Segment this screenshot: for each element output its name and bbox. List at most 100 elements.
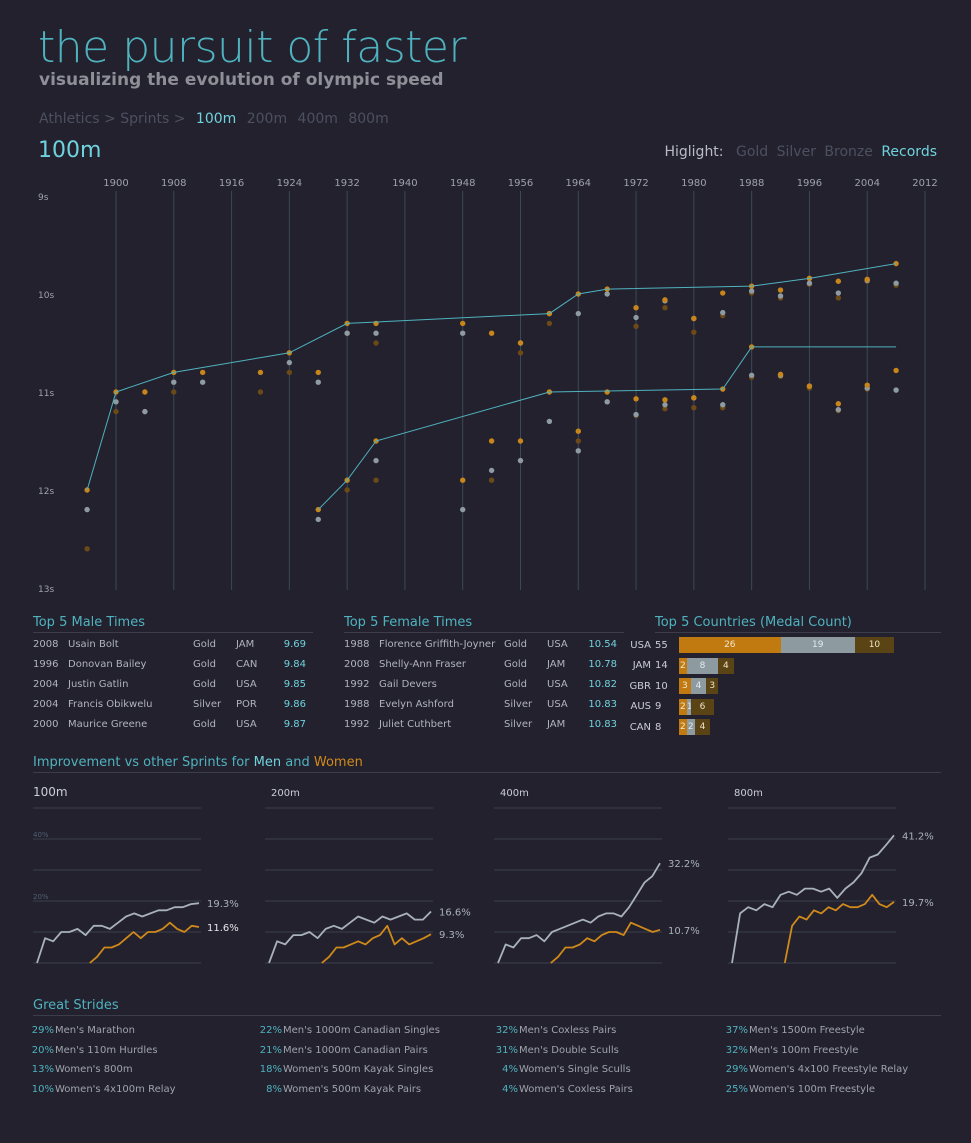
country-row: USA 55 26 19 10 xyxy=(621,637,894,653)
event-tab-800m[interactable]: 800m xyxy=(348,111,389,127)
medal-point-silver[interactable] xyxy=(633,411,639,418)
medal-point-silver[interactable] xyxy=(777,293,784,299)
medal-point-gold[interactable] xyxy=(575,428,581,434)
medal-point-bronze[interactable] xyxy=(171,389,177,395)
medal-point-gold[interactable] xyxy=(460,320,466,327)
medal-point-silver[interactable] xyxy=(633,314,639,321)
medal-point-gold[interactable] xyxy=(691,315,697,322)
medal-point-bronze[interactable] xyxy=(633,323,639,330)
medal-point-silver[interactable] xyxy=(575,448,581,454)
medal-point-bronze[interactable] xyxy=(286,369,293,376)
medal-point-silver[interactable] xyxy=(488,467,495,474)
medal-point-silver[interactable] xyxy=(460,506,466,513)
medal-point-bronze[interactable] xyxy=(662,305,668,311)
medal-point-gold[interactable] xyxy=(633,305,639,311)
medal-point-bronze[interactable] xyxy=(662,405,668,412)
stride-pct: 10% xyxy=(31,1084,54,1096)
medal-point-silver[interactable] xyxy=(893,280,899,286)
medal-point-gold[interactable] xyxy=(315,369,321,376)
men-improvement-line xyxy=(497,862,661,964)
medal-point-silver[interactable] xyxy=(344,330,350,336)
medal-point-gold[interactable] xyxy=(142,389,148,395)
medal-point-bronze[interactable] xyxy=(575,438,581,444)
highlight-bronze[interactable]: Bronze xyxy=(824,144,873,160)
medal-point-silver[interactable] xyxy=(142,408,148,415)
country-total: 8 xyxy=(655,721,662,733)
highlight-silver[interactable]: Silver xyxy=(776,144,816,160)
event-tab-200m[interactable]: 200m xyxy=(246,111,288,127)
female-time-country: USA xyxy=(547,638,568,650)
medal-point-silver[interactable] xyxy=(806,280,813,286)
medal-point-silver[interactable] xyxy=(315,516,321,523)
medal-point-bronze[interactable] xyxy=(344,487,350,493)
medal-point-gold[interactable] xyxy=(517,340,524,346)
medal-point-bronze[interactable] xyxy=(373,477,379,483)
medal-point-bronze[interactable] xyxy=(488,477,495,483)
medal-point-bronze[interactable] xyxy=(691,404,697,411)
female-time-year: 2008 xyxy=(344,658,370,670)
medal-point-gold[interactable] xyxy=(460,477,466,483)
medal-point-bronze[interactable] xyxy=(84,546,90,552)
medal-point-gold[interactable] xyxy=(691,395,697,401)
medal-point-silver[interactable] xyxy=(748,288,755,294)
medal-point-silver[interactable] xyxy=(315,379,321,385)
medal-point-silver[interactable] xyxy=(893,387,899,393)
highlight-gold[interactable]: Gold xyxy=(735,144,769,160)
medal-point-silver[interactable] xyxy=(373,330,379,336)
medal-point-gold[interactable] xyxy=(488,330,495,336)
medal-point-gold[interactable] xyxy=(864,276,870,282)
medal-point-gold[interactable] xyxy=(604,389,610,395)
medal-point-bronze[interactable] xyxy=(373,340,379,346)
medal-point-silver[interactable] xyxy=(373,457,379,464)
stride-event: Women's Single Sculls xyxy=(519,1064,631,1076)
medal-point-gold[interactable] xyxy=(864,382,870,388)
breadcrumb-path[interactable]: Athletics > Sprints > xyxy=(39,111,186,127)
medal-point-silver[interactable] xyxy=(517,457,524,464)
medal-point-gold[interactable] xyxy=(199,369,206,376)
medal-point-bronze[interactable] xyxy=(257,389,264,395)
event-tab-100m[interactable]: 100m xyxy=(195,111,237,127)
medal-point-bronze[interactable] xyxy=(517,350,524,356)
male-time-medal: Gold xyxy=(193,658,216,670)
medal-point-gold[interactable] xyxy=(777,287,784,293)
medal-point-silver[interactable] xyxy=(720,402,726,408)
stride-event: Men's Marathon xyxy=(55,1025,135,1036)
highlight-records[interactable]: Records xyxy=(881,144,937,160)
medal-point-gold[interactable] xyxy=(835,278,842,284)
medal-point-silver[interactable] xyxy=(748,372,755,379)
medal-point-gold[interactable] xyxy=(662,297,668,303)
medal-point-bronze[interactable] xyxy=(113,408,119,415)
medal-point-gold[interactable] xyxy=(720,290,726,296)
medal-point-bronze[interactable] xyxy=(546,320,553,327)
medal-point-silver[interactable] xyxy=(84,506,90,513)
medal-point-silver[interactable] xyxy=(171,379,177,385)
medal-point-silver[interactable] xyxy=(604,291,610,297)
medal-point-silver[interactable] xyxy=(662,402,668,408)
medal-point-gold[interactable] xyxy=(893,367,899,374)
medal-point-silver[interactable] xyxy=(575,310,581,317)
improvement-end-label: 9.3% xyxy=(439,930,464,941)
medal-point-bronze[interactable] xyxy=(835,295,842,301)
medal-point-silver[interactable] xyxy=(604,399,610,405)
medal-point-gold[interactable] xyxy=(488,438,495,444)
medal-point-silver[interactable] xyxy=(286,359,293,366)
improvement-legend-women: Women xyxy=(313,755,363,770)
medal-point-gold[interactable] xyxy=(662,397,668,403)
medal-point-silver[interactable] xyxy=(835,406,842,413)
medal-point-gold[interactable] xyxy=(633,396,639,402)
medal-point-silver[interactable] xyxy=(113,399,119,405)
country-total: 9 xyxy=(655,701,662,712)
medal-point-gold[interactable] xyxy=(257,369,264,376)
medal-point-gold[interactable] xyxy=(777,371,784,378)
medal-point-silver[interactable] xyxy=(835,290,842,296)
medal-point-silver[interactable] xyxy=(460,330,466,336)
medal-point-bronze[interactable] xyxy=(691,329,697,335)
women-improvement-line xyxy=(89,921,200,964)
medal-point-gold[interactable] xyxy=(517,438,524,444)
medal-point-gold[interactable] xyxy=(806,383,813,389)
medal-point-gold[interactable] xyxy=(835,401,842,407)
medal-point-silver[interactable] xyxy=(720,309,726,316)
event-tab-400m[interactable]: 400m xyxy=(297,111,338,127)
medal-point-silver[interactable] xyxy=(546,418,553,425)
medal-point-silver[interactable] xyxy=(199,379,206,385)
